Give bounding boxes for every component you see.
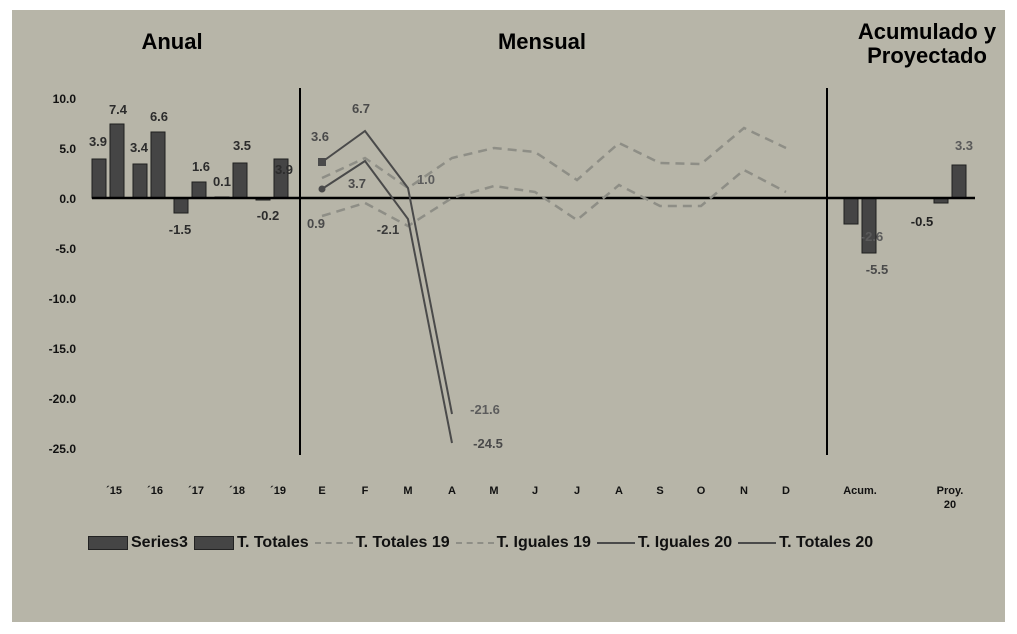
bar-t-totales (150, 131, 166, 199)
line-t-iguales-19 (321, 168, 787, 228)
legend-label-series3: Series3 (131, 534, 188, 551)
data-label-point: 0.9 (307, 216, 325, 231)
bar-series3 (843, 197, 859, 225)
x-tick-label: J (532, 485, 538, 497)
x-tick-label: Proy. (937, 485, 964, 497)
x-tick-label: ´18 (229, 485, 245, 497)
legend-item-t-iguales-20: T. Iguales 20 (596, 534, 733, 552)
legend-swatch-t-totales-19 (314, 542, 353, 544)
x-tick-label: O (697, 485, 706, 497)
x-tick-label: ´17 (188, 485, 204, 497)
x-tick-label: M (403, 485, 412, 497)
marker-t-iguales-20 (318, 185, 326, 193)
data-label-acum: -2.6 (861, 229, 883, 244)
bar-series3 (173, 197, 189, 214)
data-label-acum: 3.3 (955, 138, 973, 153)
data-label-point: 1.0 (417, 172, 435, 187)
bar-t-totales (191, 181, 207, 199)
legend-swatch-t-iguales-20 (596, 542, 635, 544)
legend: Series3 T. Totales T. Totales 19 T. Igua… (88, 533, 879, 553)
legend-swatch-t-iguales-19 (455, 542, 494, 544)
legend-item-t-totales-19: T. Totales 19 (314, 534, 450, 552)
y-tick-label: 10.0 (53, 92, 77, 106)
data-label-annual: 3.9 (275, 162, 293, 177)
data-label-annual: 7.4 (109, 102, 128, 117)
y-tick-label: -25.0 (49, 442, 77, 456)
legend-item-t-totales-20: T. Totales 20 (738, 534, 873, 552)
data-label-annual: -0.2 (257, 208, 279, 223)
y-tick-label: -20.0 (49, 392, 77, 406)
data-label-annual: 0.1 (213, 174, 231, 189)
bar-series3 (132, 163, 148, 199)
y-tick-label: -5.0 (55, 242, 76, 256)
legend-item-t-totales: T. Totales (193, 534, 309, 552)
legend-label-t-iguales-20: T. Iguales 20 (637, 534, 733, 551)
bar-t-totales (951, 164, 967, 199)
y-tick-label: 5.0 (59, 142, 76, 156)
x-tick-label: M (489, 485, 498, 497)
line-t-iguales-20 (321, 159, 453, 444)
bar-t-totales (232, 162, 248, 199)
x-tick-label: A (615, 485, 623, 497)
data-label-annual: -1.5 (169, 222, 191, 237)
x-tick-label: S (656, 485, 663, 497)
line-t-totales-19 (321, 126, 787, 190)
section-title-anual: Anual (141, 29, 203, 54)
legend-label-t-totales: T. Totales (236, 534, 309, 551)
chart-svg: 10.0 5.0 0.0 -5.0 -10.0 -15.0 -20.0 -25.0 ´15 ´16… (49, 88, 975, 511)
x-tick-label: 20 (944, 499, 956, 511)
marker-t-totales-20 (318, 158, 326, 166)
y-tick-label: -15.0 (49, 342, 77, 356)
x-tick-label: E (318, 485, 325, 497)
x-tick-label: N (740, 485, 748, 497)
x-tick-label: D (782, 485, 790, 497)
data-label-annual: 1.6 (192, 159, 210, 174)
legend-swatch-t-totales-20 (738, 542, 777, 544)
data-label-point: 3.7 (348, 176, 366, 191)
x-tick-label: ´15 (106, 485, 122, 497)
legend-label-t-iguales-19: T. Iguales 19 (496, 534, 591, 551)
data-label-point: -21.6 (470, 402, 500, 417)
data-label-point: 6.7 (352, 101, 370, 116)
legend-item-t-iguales-19: T. Iguales 19 (455, 534, 591, 552)
x-tick-label: ´16 (147, 485, 163, 497)
legend-swatch-series3 (88, 536, 128, 550)
x-tick-label: Acum. (843, 485, 877, 497)
legend-item-series3: Series3 (88, 534, 188, 552)
data-label-acum: -5.5 (866, 262, 888, 277)
section-title-mensual: Mensual (497, 29, 587, 54)
data-label-annual: 3.4 (130, 140, 149, 155)
bar-t-totales (109, 123, 125, 199)
x-tick-label: ´19 (270, 485, 286, 497)
bar-series3 (91, 158, 107, 199)
chart-panel: Anual Mensual Acumulado y Proyectado 10.… (12, 10, 1005, 622)
legend-label-t-totales-20: T. Totales 20 (779, 534, 874, 551)
data-label-annual: 3.9 (89, 134, 107, 149)
data-label-annual: 3.5 (233, 138, 251, 153)
x-tick-label: F (362, 485, 369, 497)
data-label-point: 3.6 (311, 129, 329, 144)
bar-t-totales (861, 197, 877, 254)
section-title-acumulado: Acumulado y Proyectado (857, 19, 997, 68)
data-label-point: -2.1 (377, 222, 399, 237)
data-label-point: -24.5 (473, 436, 503, 451)
y-tick-label: 0.0 (59, 192, 76, 206)
x-tick-label: A (448, 485, 456, 497)
line-t-totales-20 (321, 129, 453, 415)
data-label-annual: 6.6 (150, 109, 168, 124)
y-tick-label: -10.0 (49, 292, 77, 306)
data-label-acum: -0.5 (911, 214, 933, 229)
legend-swatch-t-totales (193, 536, 234, 550)
legend-label-t-totales-19: T. Totales 19 (355, 534, 450, 551)
x-tick-label: J (574, 485, 580, 497)
